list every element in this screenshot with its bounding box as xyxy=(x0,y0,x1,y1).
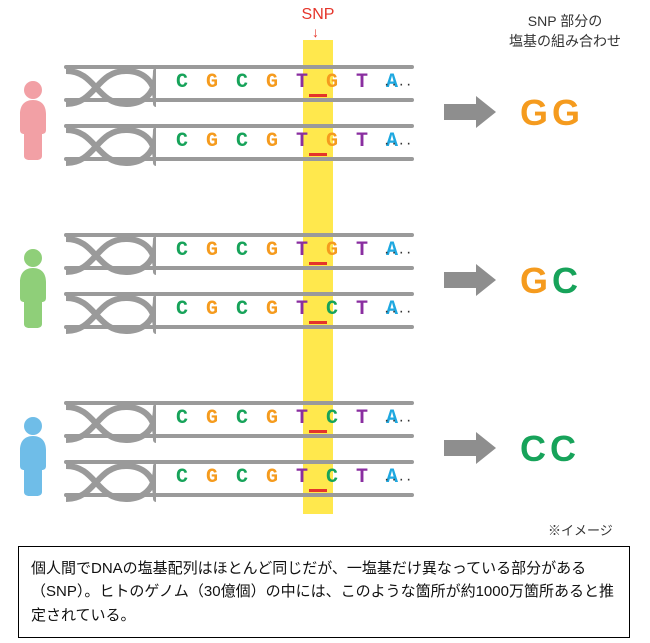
ellipsis: ···· xyxy=(384,135,413,153)
base-letter: T xyxy=(290,239,314,262)
base-letter: G xyxy=(260,239,284,262)
base-letter: T xyxy=(290,71,314,94)
result-letter: C xyxy=(550,428,580,469)
sequence-top-3: CGCGTCTA xyxy=(170,407,410,430)
base-letter: C xyxy=(230,407,254,430)
result-heading: SNP 部分の 塩基の組み合わせ xyxy=(490,12,640,51)
base-letter: T xyxy=(290,130,314,153)
base-letter: T xyxy=(350,239,374,262)
base-letter: C xyxy=(230,466,254,489)
base-letter: G xyxy=(260,466,284,489)
snp-underline xyxy=(309,94,327,97)
base-letter: C xyxy=(170,466,194,489)
snp-underline xyxy=(309,430,327,433)
result-arrow-icon xyxy=(442,432,498,464)
result-letter: G xyxy=(520,260,552,301)
ellipsis: ···· xyxy=(384,471,413,489)
base-letter: G xyxy=(200,130,224,153)
base-letter: C xyxy=(230,298,254,321)
base-letter: T xyxy=(290,298,314,321)
base-letter: T xyxy=(290,466,314,489)
base-letter: G xyxy=(200,298,224,321)
sequence-bottom-1: CGCGTGTA xyxy=(170,130,410,153)
base-letter: C xyxy=(320,407,344,430)
base-letter: G xyxy=(200,466,224,489)
base-letter: T xyxy=(350,466,374,489)
ellipsis: ···· xyxy=(384,76,413,94)
person-icon-1 xyxy=(14,80,52,160)
result-letter: C xyxy=(520,428,550,469)
ellipsis: ···· xyxy=(384,303,413,321)
person-icon-3 xyxy=(14,416,52,496)
sequence-top-1: CGCGTGTA xyxy=(170,71,410,94)
base-letter: G xyxy=(260,298,284,321)
base-letter: C xyxy=(170,298,194,321)
sequence-bottom-3: CGCGTCTA xyxy=(170,466,410,489)
base-letter: C xyxy=(170,71,194,94)
sequence-bottom-2: CGCGTCTA xyxy=(170,298,410,321)
base-letter: C xyxy=(170,407,194,430)
base-letter: C xyxy=(230,71,254,94)
result-heading-line2: 塩基の組み合わせ xyxy=(509,33,621,49)
base-letter: T xyxy=(350,298,374,321)
base-letter: T xyxy=(350,130,374,153)
base-letter: G xyxy=(200,71,224,94)
base-letter: T xyxy=(350,407,374,430)
snp-label: SNP xyxy=(293,6,343,24)
dna-helix-icon-3 xyxy=(66,392,156,502)
base-letter: G xyxy=(320,239,344,262)
result-arrow-icon xyxy=(442,264,498,296)
diagram-root: SNP ↓ SNP 部分の 塩基の組み合わせ CGCGTGTA CGCGTGTA… xyxy=(0,0,650,643)
snp-down-arrow-icon: ↓ xyxy=(312,24,319,40)
result-genotype-3: CC xyxy=(520,428,580,470)
snp-highlight-strip xyxy=(303,40,333,514)
person-icon-2 xyxy=(14,248,52,328)
result-letter: G xyxy=(552,92,584,133)
result-letter: G xyxy=(520,92,552,133)
base-letter: C xyxy=(230,239,254,262)
snp-underline xyxy=(309,321,327,324)
ellipsis: ···· xyxy=(384,412,413,430)
base-letter: C xyxy=(170,130,194,153)
dna-helix-icon-2 xyxy=(66,224,156,334)
snp-underline xyxy=(309,489,327,492)
result-genotype-1: GG xyxy=(520,92,584,134)
base-letter: G xyxy=(320,71,344,94)
snp-underline xyxy=(309,262,327,265)
base-letter: C xyxy=(320,466,344,489)
base-letter: C xyxy=(170,239,194,262)
result-heading-line1: SNP 部分の xyxy=(528,13,602,29)
base-letter: G xyxy=(200,239,224,262)
base-letter: C xyxy=(320,298,344,321)
result-letter: C xyxy=(552,260,582,301)
base-letter: T xyxy=(290,407,314,430)
base-letter: T xyxy=(350,71,374,94)
base-letter: G xyxy=(200,407,224,430)
base-letter: C xyxy=(230,130,254,153)
base-letter: G xyxy=(260,407,284,430)
result-arrow-icon xyxy=(442,96,498,128)
sequence-top-2: CGCGTGTA xyxy=(170,239,410,262)
base-letter: G xyxy=(260,130,284,153)
base-letter: G xyxy=(320,130,344,153)
base-letter: G xyxy=(260,71,284,94)
result-genotype-2: GC xyxy=(520,260,582,302)
ellipsis: ···· xyxy=(384,244,413,262)
snp-underline xyxy=(309,153,327,156)
image-note: ※イメージ xyxy=(548,520,613,539)
caption-box: 個人間でDNAの塩基配列はほとんど同じだが、一塩基だけ異なっている部分がある（S… xyxy=(18,546,630,638)
dna-helix-icon-1 xyxy=(66,56,156,166)
